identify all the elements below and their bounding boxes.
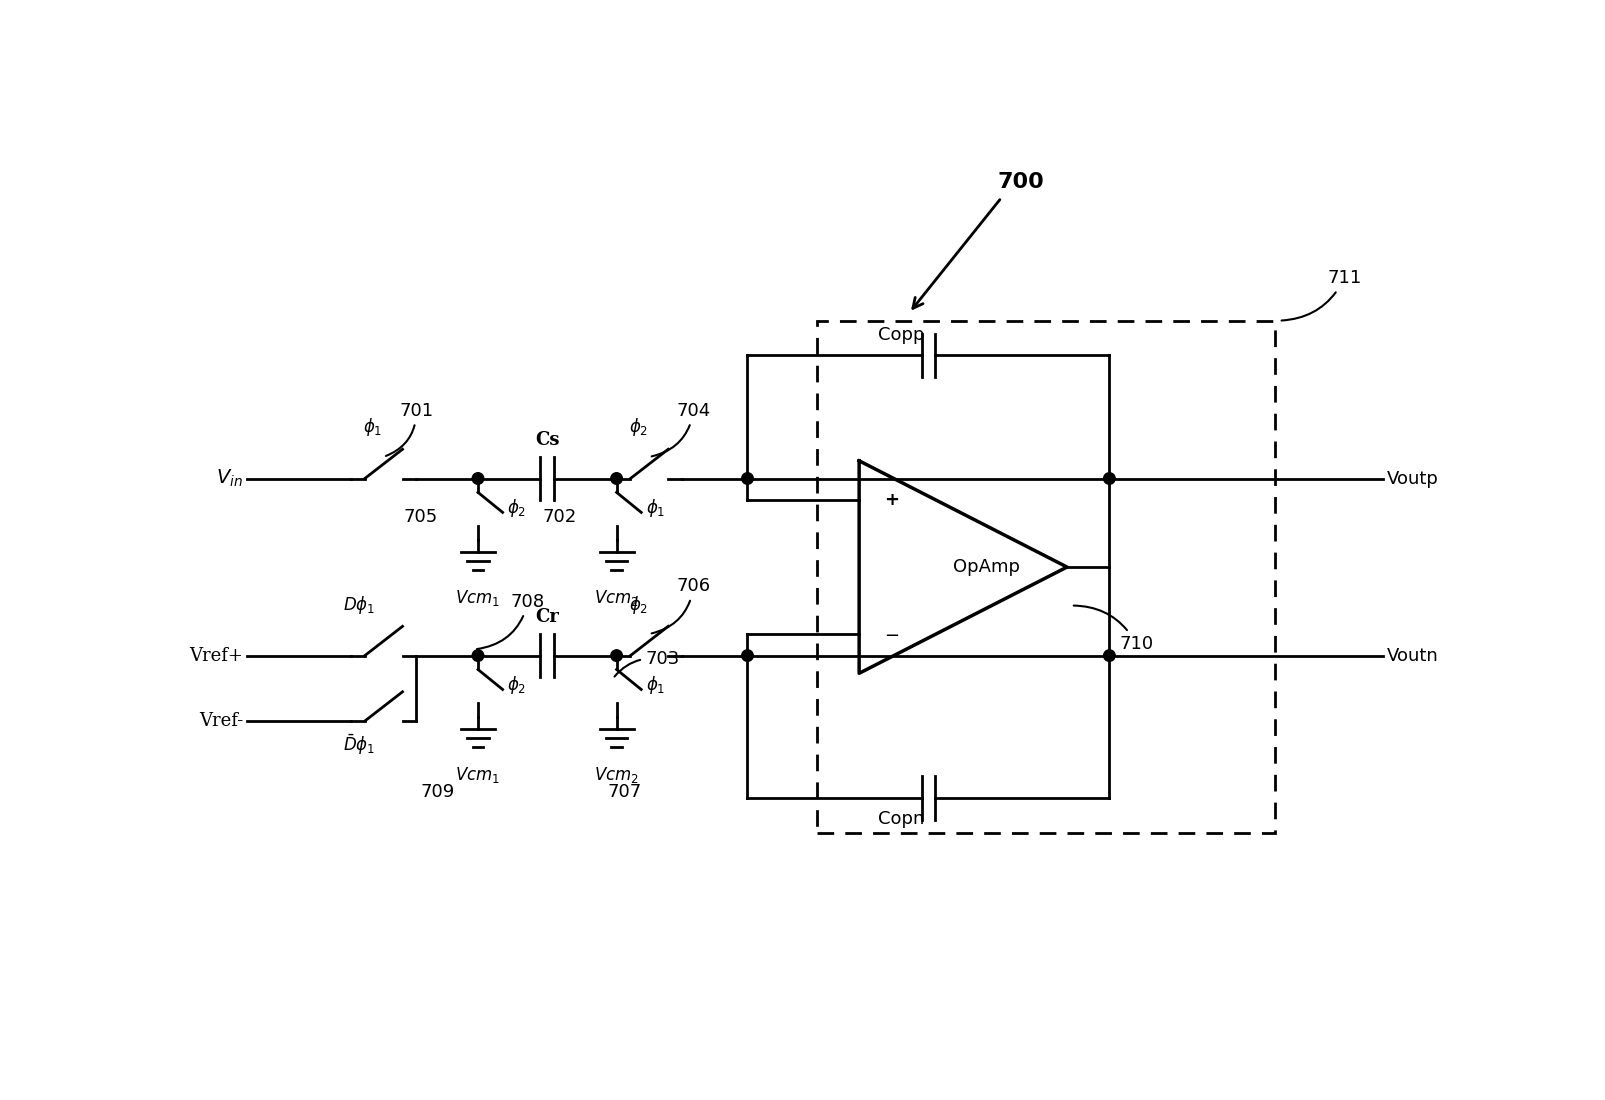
Text: 711: 711 — [1281, 270, 1361, 320]
Text: Copn: Copn — [878, 810, 924, 827]
Text: 702: 702 — [542, 508, 576, 526]
Text: $\phi_1$: $\phi_1$ — [645, 497, 664, 519]
Text: $\phi_1$: $\phi_1$ — [645, 674, 664, 696]
Text: 701: 701 — [385, 402, 433, 456]
Text: 710: 710 — [1074, 606, 1154, 653]
Circle shape — [472, 650, 483, 661]
Text: Vref-: Vref- — [199, 712, 242, 730]
Text: $Vcm_2$: $Vcm_2$ — [594, 764, 639, 785]
Text: $\phi_2$: $\phi_2$ — [507, 674, 526, 696]
Text: $\phi_1$: $\phi_1$ — [363, 417, 382, 439]
Text: Cr: Cr — [536, 608, 559, 626]
Text: $D\phi_1$: $D\phi_1$ — [343, 594, 376, 616]
Text: 704: 704 — [652, 402, 711, 456]
Text: $\phi_2$: $\phi_2$ — [629, 594, 648, 616]
Circle shape — [612, 473, 623, 484]
Text: Voutp: Voutp — [1387, 470, 1438, 487]
Text: OpAmp: OpAmp — [953, 558, 1019, 576]
Circle shape — [742, 473, 753, 484]
Text: $\bar{D}\phi_1$: $\bar{D}\phi_1$ — [343, 733, 376, 757]
Text: $V_{in}$: $V_{in}$ — [217, 468, 242, 490]
Text: $Vcm_1$: $Vcm_1$ — [456, 764, 501, 785]
Text: $\phi_2$: $\phi_2$ — [629, 417, 648, 439]
Text: 707: 707 — [607, 783, 642, 801]
Text: 709: 709 — [421, 783, 456, 801]
Text: 703: 703 — [615, 650, 681, 676]
Text: $Vcm_1$: $Vcm_1$ — [456, 587, 501, 608]
Text: Voutn: Voutn — [1387, 647, 1438, 664]
Text: Cs: Cs — [534, 431, 560, 449]
Circle shape — [612, 650, 623, 661]
Circle shape — [472, 473, 483, 484]
Text: Copp: Copp — [878, 326, 924, 343]
Text: 708: 708 — [477, 593, 546, 649]
Text: Vref+: Vref+ — [189, 647, 242, 664]
Text: 706: 706 — [652, 578, 711, 634]
Text: 705: 705 — [404, 508, 438, 526]
Text: $Vcm_2$: $Vcm_2$ — [594, 587, 639, 608]
Text: $\phi_2$: $\phi_2$ — [507, 497, 526, 519]
Circle shape — [1104, 473, 1115, 484]
Text: 700: 700 — [997, 172, 1045, 192]
Circle shape — [742, 650, 753, 661]
Text: $-$: $-$ — [884, 625, 899, 644]
Circle shape — [1104, 650, 1115, 661]
Text: +: + — [884, 491, 899, 509]
